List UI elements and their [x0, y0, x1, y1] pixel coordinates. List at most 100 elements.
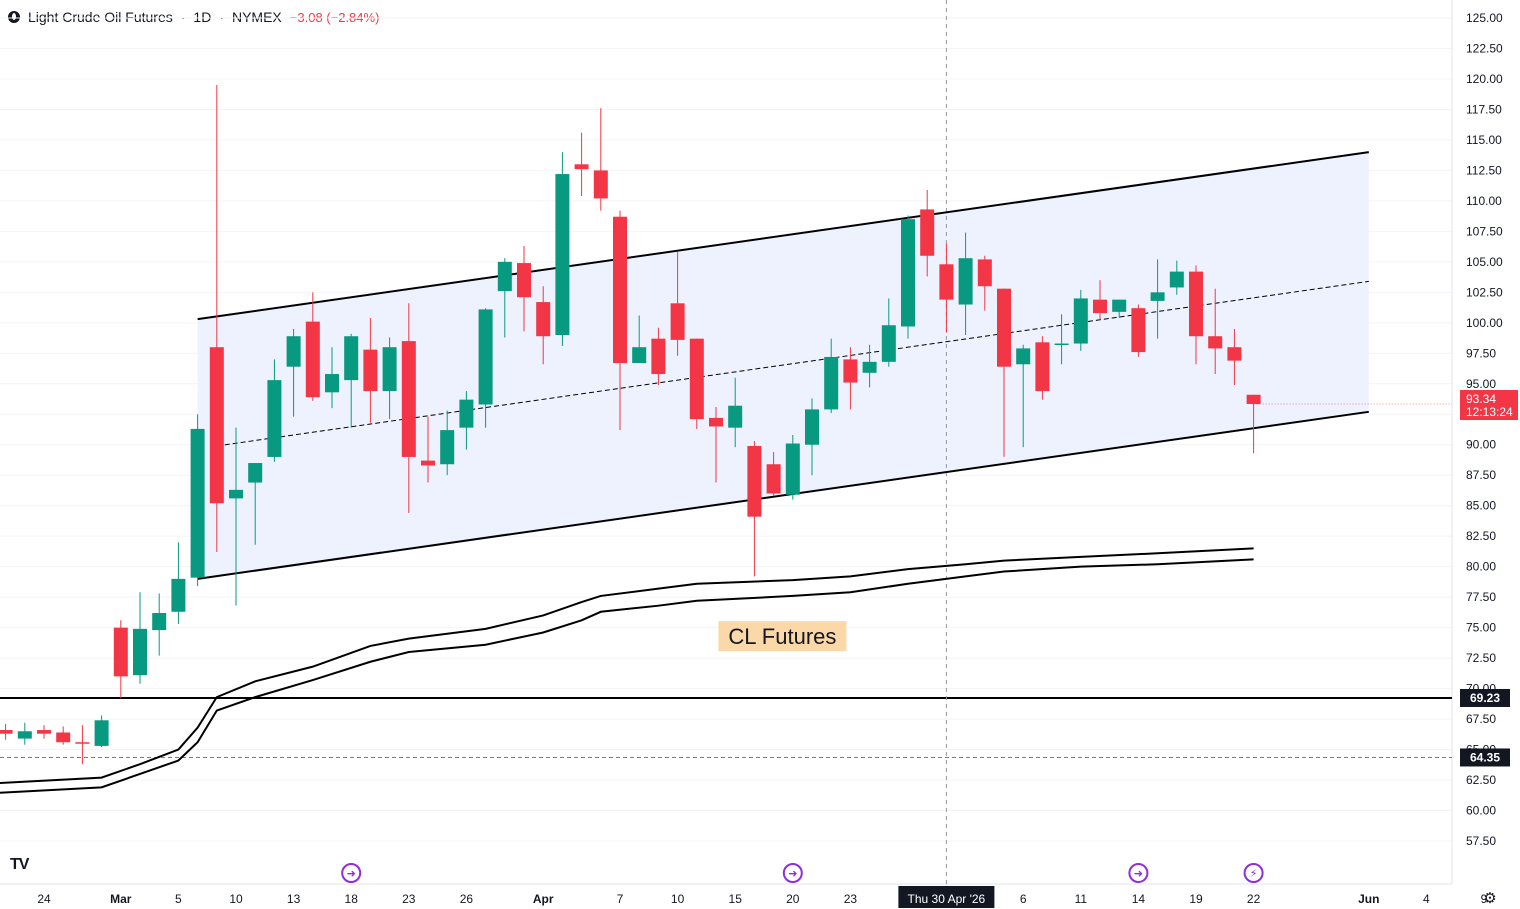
candle-body	[1016, 348, 1031, 365]
candle-body	[248, 463, 263, 483]
candle-body	[478, 309, 493, 405]
candle	[805, 398, 819, 476]
price-tick-label: 75.00	[1466, 621, 1496, 635]
candle-body	[1054, 343, 1069, 346]
candle	[1189, 265, 1203, 365]
candle	[1131, 304, 1146, 357]
last-price-label-bg	[1460, 390, 1518, 421]
chart-header: Light Crude Oil Futures · 1D · NYMEX −3.…	[8, 7, 379, 27]
candle	[75, 725, 90, 765]
candle	[497, 258, 512, 338]
candle	[286, 328, 301, 417]
candle-body	[133, 628, 147, 676]
candle-body	[421, 460, 435, 466]
time-tick-label: 19	[1189, 892, 1203, 906]
time-tick-label: Mar	[110, 892, 132, 906]
earnings-marker-icon: ⚡	[1243, 863, 1264, 883]
price-tick-label: 102.50	[1466, 285, 1503, 299]
candle	[613, 210, 627, 431]
candle	[267, 359, 282, 462]
crosshair-date-bg	[898, 886, 995, 908]
candle	[632, 315, 647, 364]
candle	[1035, 336, 1050, 400]
timeframe-label[interactable]: 1D	[193, 9, 212, 25]
time-tick-label: 11	[1075, 892, 1088, 906]
price-tick-label: 110.00	[1466, 194, 1502, 208]
candle	[478, 308, 493, 428]
settings-gear-icon[interactable]: ⚙	[1483, 890, 1497, 907]
time-tick-label: Apr	[533, 892, 554, 906]
dividend-marker-icon: ➜	[1128, 863, 1149, 883]
candle	[248, 463, 263, 545]
candle-body	[977, 259, 992, 287]
candle-body	[1073, 298, 1088, 344]
price-tick-label: 60.00	[1466, 804, 1496, 818]
channel-upper-line	[197, 151, 1369, 321]
channel-lower-line	[197, 410, 1369, 580]
price-line-label: 64.35	[1470, 750, 1500, 764]
candle-body	[401, 341, 416, 457]
candle	[133, 592, 147, 684]
marker-ring	[782, 863, 803, 883]
candle-body	[939, 264, 954, 300]
candle-body	[862, 361, 877, 373]
candle	[766, 452, 781, 496]
candle-body	[1035, 342, 1050, 392]
candle-body	[344, 336, 359, 381]
candle	[1150, 259, 1165, 339]
candle-body	[325, 374, 339, 393]
price-line-label-bg	[1460, 748, 1510, 767]
time-tick-label: 20	[786, 892, 800, 906]
time-tick-label: 10	[229, 892, 243, 906]
marker-ring	[1243, 863, 1264, 883]
time-tick-label: 23	[402, 892, 416, 906]
price-tick-label: 107.50	[1466, 224, 1503, 238]
candle-body	[689, 338, 704, 420]
marker-ring	[1128, 863, 1149, 883]
candle	[209, 85, 224, 553]
price-tick-label: 115.00	[1466, 133, 1502, 147]
candle-body	[37, 730, 51, 734]
candles	[0, 85, 1261, 765]
separator: ·	[219, 9, 224, 25]
candle-body	[517, 263, 531, 298]
candle-body	[1150, 292, 1165, 301]
candle	[440, 410, 455, 476]
candle	[1169, 260, 1184, 295]
candle-body	[305, 321, 320, 398]
price-tick-label: 85.00	[1466, 499, 1496, 513]
candle-body	[555, 174, 570, 336]
symbol-title[interactable]: Light Crude Oil Futures	[28, 9, 173, 25]
candle-body	[651, 338, 666, 375]
candle-body	[632, 347, 647, 364]
time-tick-label: 4	[1423, 892, 1430, 906]
candle-body	[843, 359, 858, 383]
time-tick-label: 13	[287, 892, 301, 906]
time-tick-label: 6	[1020, 892, 1027, 906]
tradingview-logo-icon[interactable]: TV	[10, 856, 29, 873]
candle	[881, 298, 896, 367]
candle	[670, 252, 685, 356]
candle-body	[440, 430, 455, 465]
candle-body	[824, 356, 839, 410]
price-tick-label: 82.50	[1466, 529, 1496, 543]
oil-drop-icon	[8, 11, 20, 23]
candle	[939, 243, 954, 333]
candle-body	[766, 464, 781, 494]
time-tick-label: Thu 30 Apr '26	[908, 892, 986, 906]
candle	[305, 292, 320, 401]
candle-body	[152, 612, 167, 631]
candle-body	[881, 325, 896, 362]
candle-body	[593, 170, 608, 199]
candle-body	[1131, 308, 1146, 353]
marker-glyph: ⚡	[1250, 867, 1258, 880]
price-change: −3.08 (−2.84%)	[289, 9, 380, 25]
price-tick-label: 117.50	[1466, 102, 1502, 116]
candle-body	[1208, 336, 1223, 349]
candle	[190, 414, 205, 587]
candle	[843, 347, 858, 410]
candle	[709, 406, 723, 483]
candle-body	[56, 732, 71, 743]
candle-body	[75, 742, 90, 744]
